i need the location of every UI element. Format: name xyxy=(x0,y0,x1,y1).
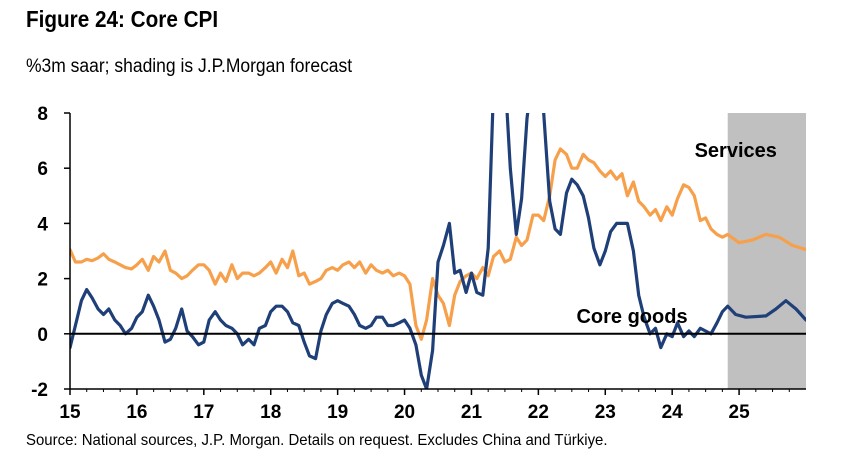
x-tick-label: 23 xyxy=(595,402,616,423)
x-tick-label: 17 xyxy=(193,402,214,423)
series-label-services: Services xyxy=(695,140,777,162)
y-tick-label: 0 xyxy=(37,325,48,346)
y-tick-label: 2 xyxy=(37,270,48,291)
chart-title: Figure 24: Core CPI xyxy=(26,6,219,32)
series-line-core-goods xyxy=(70,113,806,389)
forecast-shading xyxy=(727,113,806,389)
x-tick-label: 21 xyxy=(461,402,483,423)
x-tick-label: 24 xyxy=(662,402,684,423)
x-tick-label: 18 xyxy=(260,402,281,423)
y-tick-label: 8 xyxy=(37,104,48,125)
y-tick-label: 6 xyxy=(37,159,48,180)
series-line-services xyxy=(70,147,806,341)
x-tick-label: 25 xyxy=(729,402,751,423)
series-label-core-goods: Core goods xyxy=(576,306,687,328)
y-tick-label: -2 xyxy=(31,380,48,401)
x-tick-label: 15 xyxy=(59,402,81,423)
source-note: Source: National sources, J.P. Morgan. D… xyxy=(26,432,608,449)
x-tick-label: 22 xyxy=(528,402,549,423)
x-tick-label: 20 xyxy=(394,402,415,423)
x-tick-label: 19 xyxy=(327,402,348,423)
x-tick-label: 16 xyxy=(126,402,147,423)
y-tick-label: 4 xyxy=(37,214,48,235)
chart-subtitle: %3m saar; shading is J.P.Morgan forecast xyxy=(26,56,353,77)
